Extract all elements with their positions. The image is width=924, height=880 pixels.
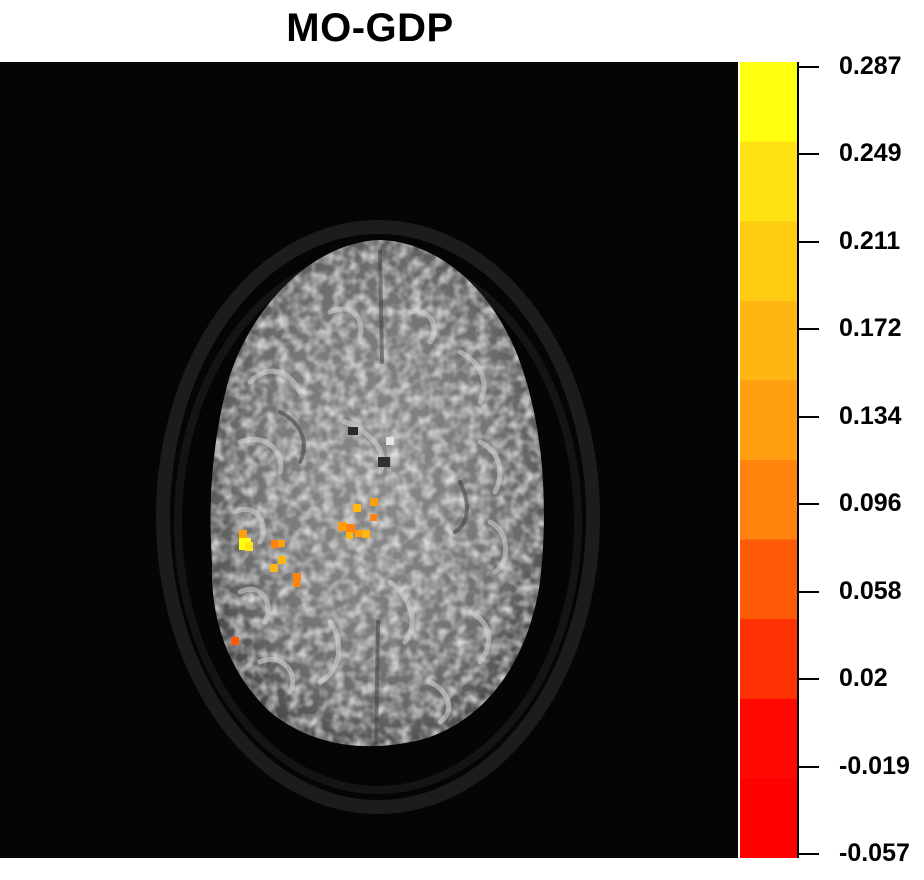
colorbar-tick [797,153,819,155]
colorbar-tick-label: -0.019 [839,752,910,780]
colorbar-segment [740,619,797,700]
colorbar-tick [797,853,819,855]
colorbar-tick-label: 0.211 [839,227,901,255]
colorbar-axis: 0.287 0.249 0.211 0.172 0.134 0.096 0.05… [797,54,924,866]
colorbar-tick [797,503,819,505]
colorbar-tick [797,591,819,593]
colorbar-tick-label: 0.02 [839,664,888,692]
brain-mri-image [0,62,738,858]
colorbar-segment [740,62,797,143]
activation-overlay [231,498,378,645]
colorbar-segment [740,778,797,858]
colorbar-tick [797,328,819,330]
colorbar-tick [797,66,819,68]
colorbar-tick-label: 0.249 [839,139,902,167]
figure-title: MO-GDP [286,6,454,50]
skull-outline [156,220,600,814]
colorbar [740,62,797,858]
colorbar-tick-label: 0.058 [839,577,902,605]
colorbar-tick [797,766,819,768]
colorbar-segment [740,300,797,381]
colorbar-tick [797,241,819,243]
colorbar-segment [740,460,797,541]
colorbar-segment [740,380,797,461]
colorbar-tick [797,416,819,418]
colorbar-tick-label: -0.057 [839,839,910,867]
colorbar-tick-label: 0.172 [839,314,902,342]
colorbar-tick-label: 0.287 [839,52,902,80]
colorbar-segment [740,698,797,779]
colorbar-tick [797,678,819,680]
colorbar-axis-line [797,62,799,858]
colorbar-segment [740,221,797,302]
colorbar-segment [740,539,797,620]
colorbar-tick-label: 0.134 [839,402,902,430]
colorbar-tick-label: 0.096 [839,489,902,517]
colorbar-segment [740,141,797,222]
